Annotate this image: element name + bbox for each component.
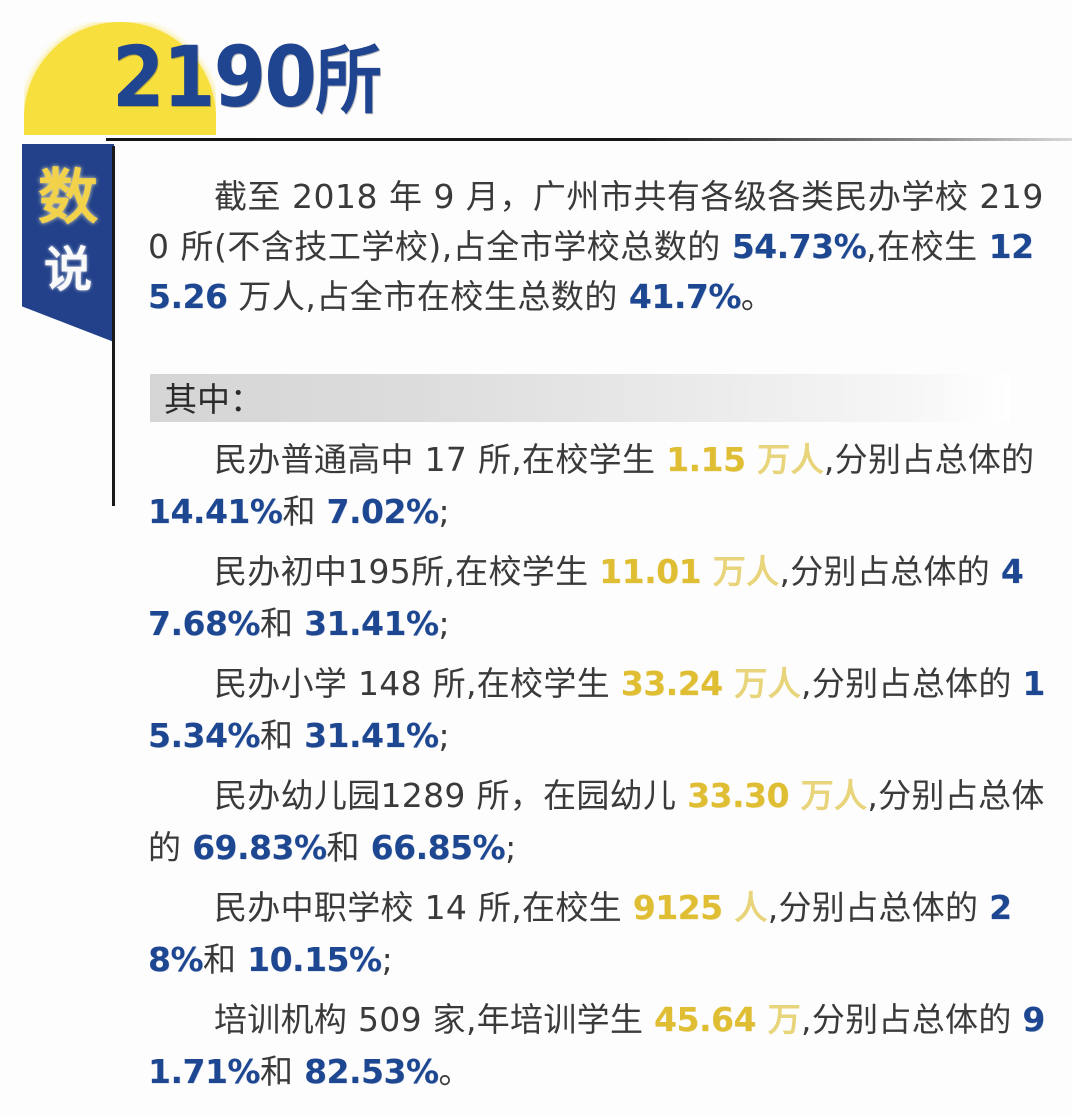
item-value-count: 9125	[632, 888, 723, 927]
intro-paragraph: 截至 2018 年 9 月，广州市共有各级各类民办学校 2190 所(不含技工学…	[148, 172, 1048, 322]
item-value-percent-1: 91.71%	[148, 1000, 1045, 1091]
item-value-percent-2: 31.41%	[304, 604, 439, 643]
item-value-unit: 万人	[745, 440, 824, 479]
item-text-mid: ,分别占总体的	[767, 888, 990, 927]
intro-value-school-share: 54.73%	[731, 227, 867, 266]
intro-text-1: 截至 2018 年 9 月，广州市共有各级各类民办学校 2190 所(不含技工学…	[148, 177, 1044, 266]
item-text-conj: 和	[203, 940, 248, 979]
item-text-conj: 和	[260, 1052, 305, 1091]
subhead-label: 其中：	[164, 380, 263, 419]
list-item: 民办小学 148 所,在校学生 33.24 万人,分别占总体的 15.34%和 …	[148, 658, 1048, 762]
list-item: 培训机构 509 家,年培训学生 45.64 万,分别占总体的 91.71%和 …	[148, 994, 1048, 1098]
intro-paragraph-block: 截至 2018 年 9 月，广州市共有各级各类民办学校 2190 所(不含技工学…	[148, 172, 1048, 328]
list-item: 民办初中195所,在校学生 11.01 万人,分别占总体的 47.68%和 31…	[148, 546, 1048, 650]
item-value-unit: 万人	[722, 664, 802, 703]
item-text-tail: ;	[438, 604, 450, 643]
item-text-lead: 民办普通高中 17 所,在校学生	[214, 440, 667, 479]
headline-number: 2190	[112, 28, 317, 126]
intro-value-students: 125.26	[148, 227, 1034, 316]
subhead-bar: 其中：	[150, 374, 1010, 422]
item-text-conj: 和	[326, 828, 371, 867]
item-value-percent-1: 14.41%	[148, 492, 283, 531]
item-text-conj: 和	[282, 492, 327, 531]
item-value-count: 45.64	[654, 1000, 756, 1039]
list-item: 民办普通高中 17 所,在校学生 1.15 万人,分别占总体的 14.41%和 …	[148, 434, 1048, 538]
item-value-percent-1: 69.83%	[192, 828, 327, 867]
intro-text-4: 。	[740, 277, 775, 316]
item-text-lead: 民办幼儿园1289 所，在园幼儿	[214, 776, 688, 815]
banner-glyph-top: 数	[38, 163, 98, 233]
item-value-percent-1: 28%	[148, 888, 1012, 979]
intro-text-3: 万人,占全市在校生总数的	[227, 277, 629, 316]
item-value-percent-2: 7.02%	[326, 492, 440, 531]
list-item: 民办中职学校 14 所,在校生 9125 人,分别占总体的 28%和 10.15…	[148, 882, 1048, 986]
item-value-unit: 万人	[701, 552, 780, 591]
item-text-conj: 和	[260, 716, 305, 755]
item-value-unit: 万	[755, 1000, 802, 1039]
item-text-tail: ;	[381, 940, 393, 979]
item-value-percent-1: 47.68%	[148, 552, 1024, 643]
item-value-unit: 万人	[788, 776, 868, 815]
item-text-mid: ,分别占总体的	[823, 440, 1035, 479]
item-value-count: 11.01	[599, 552, 702, 591]
item-value-percent-2: 82.53%	[304, 1052, 439, 1091]
item-text-tail: ;	[505, 828, 517, 867]
section-banner: 数 说	[22, 144, 114, 342]
item-text-tail: ;	[438, 492, 450, 531]
item-value-count: 1.15	[666, 440, 746, 479]
item-text-lead: 民办中职学校 14 所,在校生	[214, 888, 633, 927]
item-text-lead: 民办初中195所,在校学生	[214, 552, 600, 591]
item-text-mid: ,分别占总体的	[148, 776, 1045, 867]
intro-text-2: ,在校生	[866, 227, 989, 266]
item-value-count: 33.24	[620, 664, 723, 703]
item-value-percent-2: 31.41%	[304, 716, 439, 755]
page-title: 2190所	[112, 35, 382, 119]
item-text-lead: 培训机构 509 家,年培训学生	[214, 1000, 655, 1039]
item-text-tail: 。	[438, 1052, 472, 1091]
banner-vertical-rule	[112, 146, 115, 506]
statistics-list: 民办普通高中 17 所,在校学生 1.15 万人,分别占总体的 14.41%和 …	[148, 434, 1048, 1106]
item-value-percent-2: 66.85%	[370, 828, 506, 867]
list-item: 民办幼儿园1289 所，在园幼儿 33.30 万人,分别占总体的 69.83%和…	[148, 770, 1048, 874]
item-text-tail: ;	[438, 716, 450, 755]
header: 2190所	[0, 0, 1072, 140]
item-value-count: 33.30	[687, 776, 789, 815]
item-text-mid: ,分别占总体的	[779, 552, 1001, 591]
item-text-mid: ,分别占总体的	[801, 1000, 1023, 1039]
item-value-percent-1: 15.34%	[148, 664, 1045, 755]
item-value-percent-2: 10.15%	[247, 940, 382, 979]
headline-unit: 所	[315, 38, 382, 124]
item-text-conj: 和	[260, 604, 305, 643]
header-divider	[106, 138, 1072, 141]
intro-value-student-share: 41.7%	[628, 277, 742, 316]
item-text-lead: 民办小学 148 所,在校学生	[214, 664, 621, 703]
banner-glyph-bottom: 说	[43, 242, 92, 298]
item-value-unit: 人	[722, 888, 768, 927]
item-text-mid: ,分别占总体的	[801, 664, 1023, 703]
